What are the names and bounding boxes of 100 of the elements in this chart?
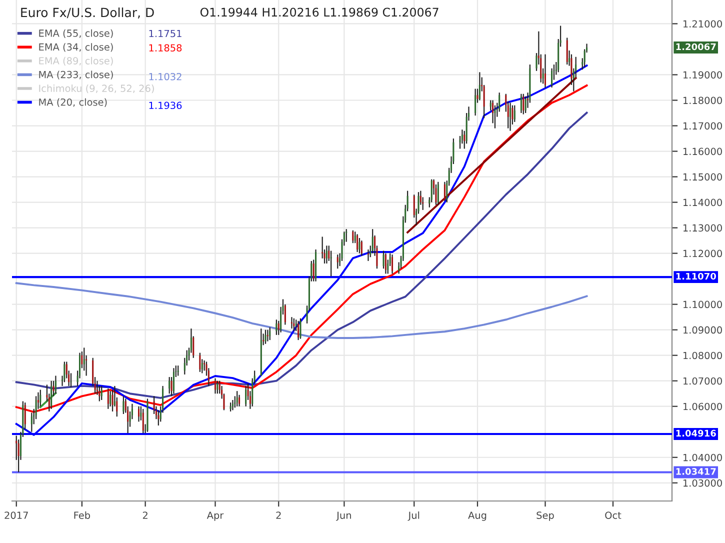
candlestick (199, 352, 201, 372)
legend-label: EMA (34, close) (39, 43, 113, 52)
candlestick (40, 389, 42, 407)
candlestick (326, 245, 328, 264)
candlestick (218, 380, 220, 394)
candlestick (520, 93, 522, 114)
legend-label: MA (233, close) (39, 70, 113, 80)
y-tick-label: 1.21000 (683, 20, 722, 28)
candlestick (444, 181, 446, 202)
candlestick (524, 96, 526, 114)
candlestick (112, 389, 114, 412)
candlestick (298, 320, 300, 341)
y-tick-label: 1.13000 (683, 224, 722, 232)
text: Euro Fx/U.S. Dollar, D (21, 8, 154, 18)
x-tick-label: Jun (336, 512, 351, 521)
y-tick-label: 1.03000 (683, 479, 722, 487)
candlestick (478, 72, 480, 101)
annotation: 1.1751 (149, 30, 182, 38)
candlestick (437, 181, 439, 206)
y-tick-label: 1.15000 (683, 173, 722, 181)
y-tick-label: 1.14000 (683, 198, 722, 206)
legend-label: EMA (55, close) (39, 29, 113, 38)
candlestick (214, 378, 216, 394)
x-tick-label: 2017 (4, 512, 28, 519)
y-tick-label: 1.10000 (683, 300, 722, 308)
candlestick (146, 398, 148, 432)
candlestick (30, 412, 32, 432)
candlestick (356, 234, 358, 253)
candlestick (142, 408, 144, 434)
y-tick-label: 1.08000 (683, 352, 722, 360)
y-tick-label: 1.17000 (683, 122, 722, 130)
y-tick-label: 1.16000 (683, 148, 722, 156)
annotation: 1.1858 (149, 44, 182, 52)
candlestick (544, 54, 546, 88)
candlestick (358, 237, 360, 254)
x-tick-label: Jul (408, 511, 420, 521)
candlestick (232, 399, 234, 411)
candlestick (245, 385, 247, 407)
x-tick-label: 2 (142, 512, 148, 519)
candlestick (293, 318, 295, 332)
annotation: 1.1936 (149, 102, 182, 110)
line-series (15, 282, 588, 339)
candlestick (138, 406, 140, 422)
candlestick (230, 402, 232, 412)
candlestick (551, 68, 553, 88)
candlestick (35, 396, 37, 420)
candlestick (236, 390, 238, 407)
annotation: 1.1032 (149, 72, 182, 80)
y-tick-label: 1.04000 (683, 454, 722, 462)
candlestick (510, 102, 512, 132)
x-tick-label: Aug (468, 512, 486, 521)
candlestick (522, 93, 524, 115)
text: 1.20067 (676, 43, 716, 50)
candlestick (216, 380, 218, 394)
candlestick (238, 394, 240, 407)
candlestick (158, 410, 160, 426)
candlestick (461, 129, 463, 144)
candlestick (264, 329, 266, 344)
candlestick (54, 375, 56, 394)
candlestick (384, 252, 386, 274)
candlestick (566, 37, 568, 66)
candlestick (360, 240, 362, 256)
candlestick (435, 184, 437, 206)
y-tick-label: 1.12000 (683, 250, 722, 258)
candlestick (300, 318, 302, 340)
candlestick (168, 376, 170, 394)
candlestick (122, 396, 124, 415)
candlestick (392, 254, 394, 274)
candlestick (352, 230, 354, 244)
y-tick-label: 1.06000 (683, 402, 722, 410)
candlestick (177, 364, 179, 376)
candlestick (269, 326, 271, 341)
candlestick (382, 250, 384, 270)
candlestick (98, 385, 100, 402)
candlestick (153, 396, 155, 415)
y-tick-label: 1.07000 (683, 377, 722, 385)
candlestick (107, 388, 109, 410)
x-tick-label: Feb (74, 511, 90, 519)
ref-line-label: 1.03417 (676, 468, 716, 475)
candlestick (172, 368, 174, 394)
candlestick (474, 88, 476, 116)
candlestick (346, 228, 348, 242)
legend-label: MA (20, close) (39, 98, 107, 107)
candlestick (100, 385, 102, 401)
y-tick-label: 1.18000 (683, 96, 722, 104)
x-tick-label: Apr (206, 512, 224, 521)
ref-line-label: 1.04916 (676, 430, 716, 437)
candlestick (290, 316, 292, 330)
candlestick (276, 319, 278, 336)
x-tick-label: Sep (536, 512, 554, 521)
x-tick-label: 2 (276, 512, 281, 519)
y-tick-label: 1.19000 (683, 71, 722, 79)
candlestick (50, 380, 52, 410)
candlestick (64, 361, 66, 383)
candlestick (494, 104, 496, 129)
y-tick-label: 1.09000 (683, 326, 722, 334)
candlestick (70, 372, 72, 388)
x-tick-label: Oct (605, 512, 622, 519)
candlestick (336, 254, 338, 270)
ref-line-label: 1.11070 (676, 272, 716, 280)
